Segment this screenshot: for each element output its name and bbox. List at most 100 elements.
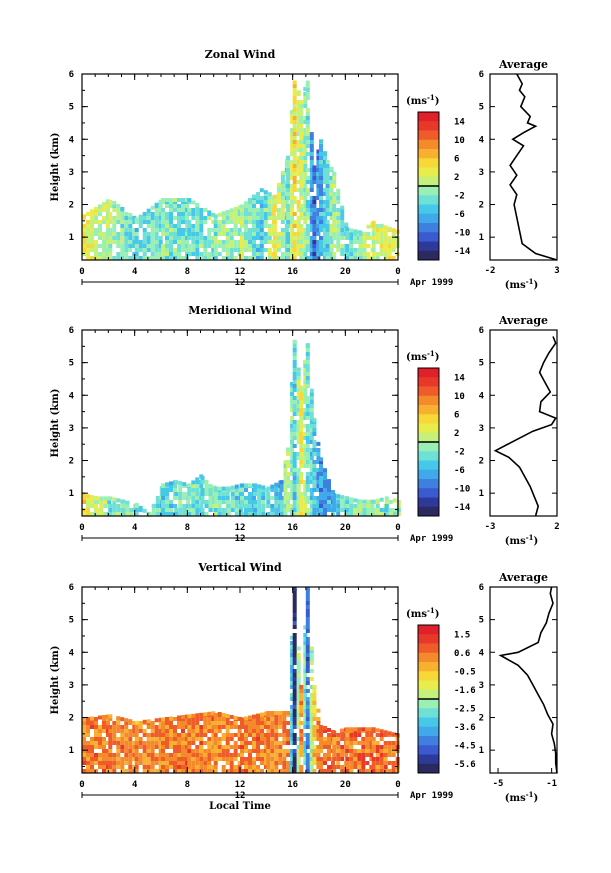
colorbar-label: 14	[454, 117, 465, 127]
data-cell	[257, 504, 261, 508]
data-cell	[99, 508, 103, 512]
data-cell	[128, 236, 132, 240]
data-cell	[178, 496, 182, 500]
data-cell	[261, 500, 265, 504]
data-cell	[310, 741, 314, 745]
data-cell	[94, 737, 98, 741]
data-cell	[98, 256, 102, 260]
data-cell	[272, 212, 276, 216]
data-cell	[116, 721, 120, 725]
data-cell	[274, 717, 278, 721]
data-cell	[336, 500, 340, 504]
data-cell	[340, 737, 344, 741]
colorbar-swatch	[418, 214, 439, 224]
data-cell	[86, 725, 90, 729]
data-cell	[376, 256, 380, 260]
data-cell	[299, 140, 303, 144]
data-cell	[191, 216, 195, 220]
data-cell	[336, 745, 340, 749]
data-cell	[299, 240, 303, 244]
data-cell	[143, 216, 147, 220]
data-cell	[293, 697, 297, 701]
data-cell	[312, 713, 316, 717]
data-cell	[281, 184, 285, 188]
data-cell	[230, 228, 234, 232]
data-cell	[376, 745, 380, 749]
profile-y-tick-label: 4	[479, 391, 485, 401]
data-cell	[270, 729, 274, 733]
data-cell	[256, 232, 260, 236]
data-cell	[299, 228, 303, 232]
data-cell	[323, 476, 327, 480]
data-cell	[191, 201, 195, 205]
data-cell	[181, 248, 185, 252]
data-cell	[336, 757, 340, 761]
data-cell	[310, 148, 314, 152]
profile-x-tick-label: -2	[485, 266, 496, 276]
data-cell	[293, 476, 297, 480]
data-cell	[244, 749, 248, 753]
data-cell	[299, 248, 303, 252]
data-cell	[234, 721, 238, 725]
data-cell	[139, 256, 143, 260]
data-cell	[293, 172, 297, 176]
data-cell	[252, 761, 256, 765]
data-cell	[380, 737, 384, 741]
data-cell	[281, 171, 285, 175]
data-cell	[264, 236, 268, 240]
data-cell	[103, 504, 107, 508]
data-cell	[240, 500, 244, 504]
data-cell	[173, 765, 177, 769]
data-cell	[384, 749, 388, 753]
data-cell	[214, 240, 218, 244]
data-cell	[191, 208, 195, 212]
data-cell	[312, 428, 316, 432]
data-cell	[306, 649, 310, 653]
data-cell	[306, 120, 310, 124]
data-cell	[319, 741, 323, 745]
data-cell	[120, 737, 124, 741]
data-cell	[299, 124, 303, 128]
data-cell	[116, 749, 120, 753]
data-cell	[86, 252, 90, 256]
data-cell	[98, 761, 102, 765]
data-cell	[231, 504, 235, 508]
data-cell	[248, 761, 252, 765]
data-cell	[293, 92, 297, 96]
data-cell	[102, 725, 106, 729]
data-cell	[306, 412, 310, 416]
data-cell	[326, 188, 330, 192]
data-cell	[161, 500, 165, 504]
data-cell	[124, 212, 128, 216]
data-cell	[173, 240, 177, 244]
data-cell	[319, 240, 323, 244]
data-cell	[222, 713, 226, 717]
data-cell	[297, 717, 301, 721]
data-cell	[319, 508, 323, 512]
data-cell	[306, 661, 310, 665]
data-cell	[177, 737, 181, 741]
data-cell	[99, 496, 103, 500]
profile-title: Average	[498, 58, 548, 71]
data-cell	[261, 485, 265, 489]
profile-y-tick-label: 4	[479, 135, 485, 145]
data-cell	[90, 209, 94, 213]
data-cell	[173, 252, 177, 256]
data-cell	[293, 200, 297, 204]
data-cell	[326, 200, 330, 204]
data-cell	[173, 484, 177, 488]
data-cell	[128, 213, 132, 217]
data-cell	[260, 208, 264, 212]
data-cell	[108, 204, 112, 208]
data-cell	[156, 500, 160, 504]
data-cell	[293, 404, 297, 408]
data-cell	[173, 717, 177, 721]
data-cell	[372, 741, 376, 745]
data-cell	[181, 244, 185, 248]
data-cell	[128, 757, 132, 761]
data-cell	[151, 741, 155, 745]
data-cell	[326, 244, 330, 248]
data-cell	[177, 252, 181, 256]
data-cell	[156, 508, 160, 512]
data-cell	[376, 733, 380, 737]
